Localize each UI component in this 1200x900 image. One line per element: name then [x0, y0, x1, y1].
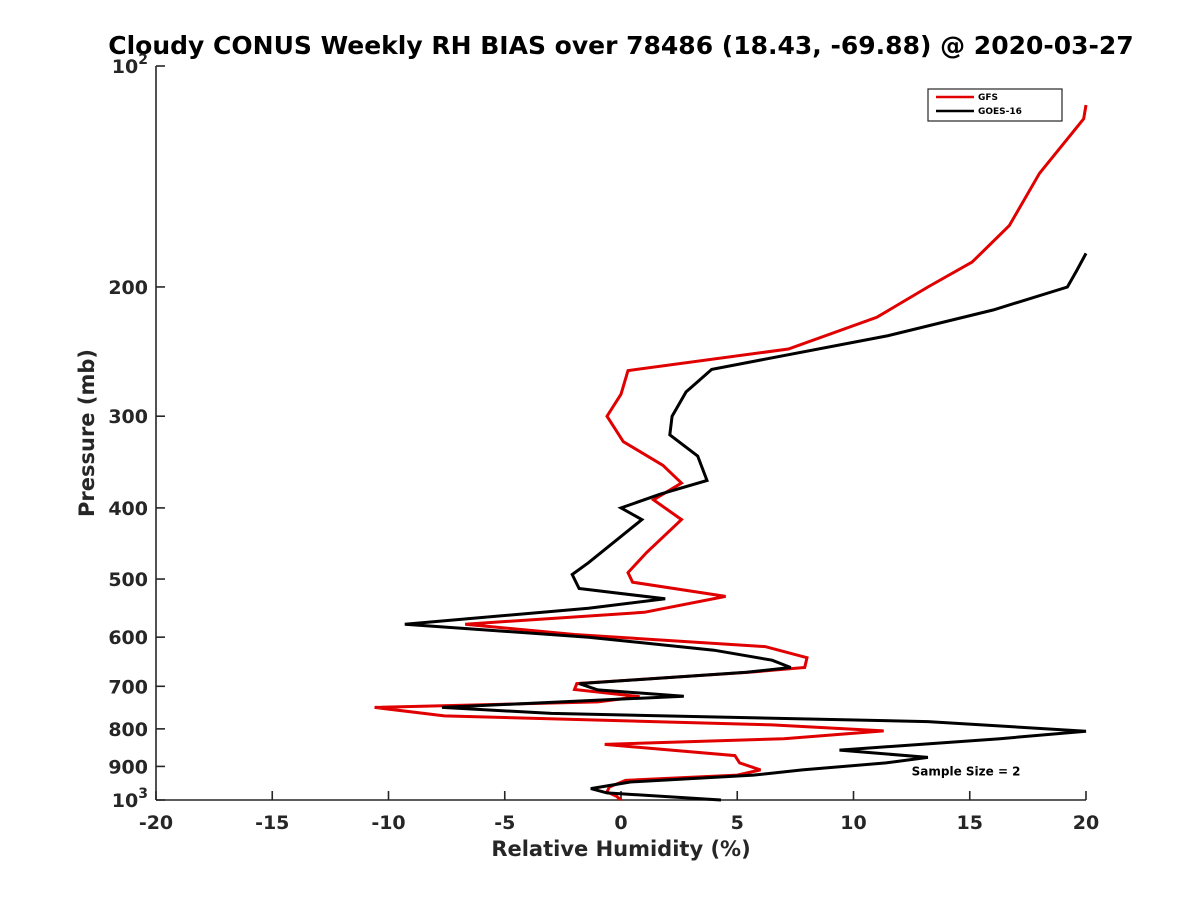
x-tick-label: -20: [139, 812, 173, 834]
x-axis-ticks: -20 -15 -10 -5 0 5 10 15 20: [139, 791, 1099, 834]
chart-title: Cloudy CONUS Weekly RH BIAS over 78486 (…: [108, 31, 1133, 60]
y-tick-label: 200: [108, 277, 148, 299]
x-tick-label: 10: [840, 812, 866, 834]
legend-box: [927, 88, 1063, 122]
sample-size-annotation: Sample Size = 2: [912, 765, 1021, 779]
y-tick-label-base: 500: [108, 569, 148, 591]
y-tick-label-exponent: 3: [138, 786, 148, 802]
x-tick-label: 5: [731, 812, 744, 834]
y-tick-label: 300: [108, 406, 148, 428]
y-tick-label: 900: [108, 756, 148, 778]
y-tick-label: 400: [108, 498, 148, 520]
x-tick-label: -15: [255, 812, 289, 834]
y-tick-label: 700: [108, 676, 148, 698]
y-tick-label-base: 10: [112, 56, 138, 78]
y-tick-label: 102: [112, 52, 148, 78]
y-tick-label-base: 800: [108, 719, 148, 741]
legend-label-goes-16: GOES-16: [978, 107, 1022, 117]
x-tick-label: -10: [371, 812, 405, 834]
y-tick-label-base: 300: [108, 406, 148, 428]
y-tick-label-exponent: 2: [138, 52, 148, 68]
x-axis-label: Relative Humidity (%): [491, 837, 750, 861]
y-tick-label-base: 900: [108, 756, 148, 778]
x-tick-label: 0: [614, 812, 627, 834]
y-tick-label: 600: [108, 627, 148, 649]
legend-label-gfs: GFS: [978, 93, 998, 103]
series-layer: [374, 104, 1088, 802]
y-tick-label: 103: [112, 786, 148, 812]
y-tick-label: 500: [108, 569, 148, 591]
y-tick-label: 800: [108, 719, 148, 741]
y-tick-label-base: 600: [108, 627, 148, 649]
x-tick-label: -5: [494, 812, 515, 834]
x-tick-label: 15: [957, 812, 983, 834]
plot-area: [155, 66, 1086, 801]
y-tick-label-base: 200: [108, 277, 148, 299]
y-tick-label-base: 400: [108, 498, 148, 520]
legend: GFS GOES-16: [927, 88, 1063, 122]
series-line-goes-16: [404, 252, 1088, 802]
x-tick-label: 20: [1073, 812, 1099, 834]
y-tick-label-base: 10: [112, 790, 138, 812]
series-line-gfs: [374, 104, 1088, 802]
y-tick-label-base: 700: [108, 676, 148, 698]
y-axis-label: Pressure (mb): [75, 349, 99, 517]
